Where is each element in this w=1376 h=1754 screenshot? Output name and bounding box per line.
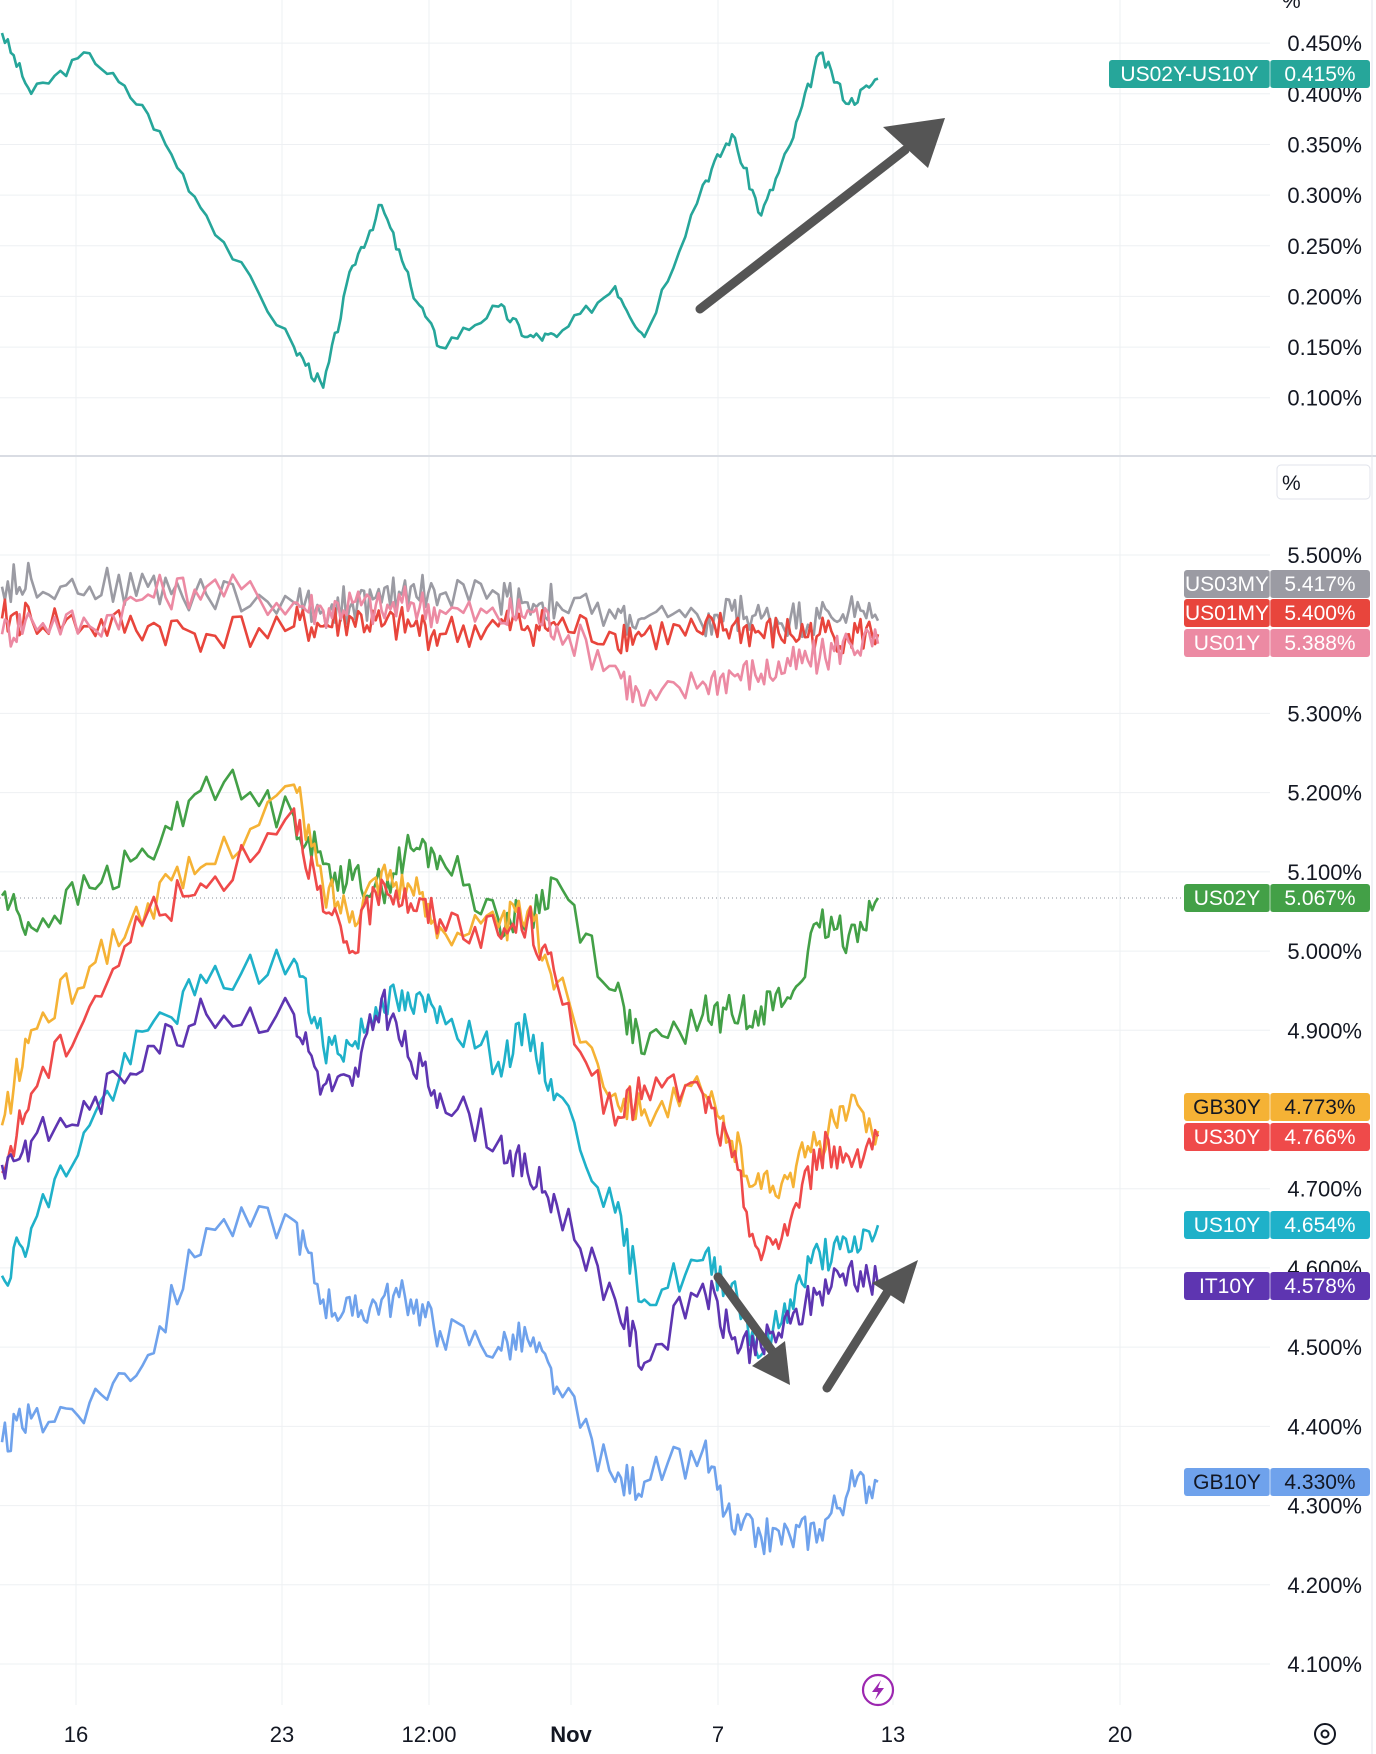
badge-gb30y: GB30Y 4.773%: [1184, 1093, 1370, 1121]
badge-value-bg: [1270, 599, 1370, 627]
badge-symbol-bg: [1184, 1123, 1270, 1151]
badge-symbol: GB30Y: [1193, 1096, 1261, 1119]
badge-value: 4.773%: [1284, 1096, 1355, 1119]
top-tick-label: 0.350%: [1287, 132, 1362, 157]
badge-it10y: IT10Y 4.578%: [1184, 1272, 1370, 1300]
badge-us02y-us10y: US02Y-US10Y 0.415%: [1109, 60, 1370, 88]
badge-value: 5.417%: [1284, 573, 1355, 596]
badge-symbol-bg: [1109, 60, 1270, 88]
badge-us30y: US30Y 4.766%: [1184, 1123, 1370, 1151]
badge-value-bg: [1270, 629, 1370, 657]
badge-symbol: US10Y: [1194, 1214, 1261, 1237]
badge-value-bg: [1270, 1093, 1370, 1121]
top-tick-label: 0.250%: [1287, 234, 1362, 259]
badge-symbol: IT10Y: [1199, 1275, 1255, 1298]
time-tick-label: 20: [1108, 1722, 1132, 1747]
badge-value-bg: [1270, 884, 1370, 912]
badge-symbol-bg: [1184, 1272, 1270, 1300]
top-unit-label: %: [1282, 0, 1301, 13]
badge-symbol-bg: [1184, 629, 1270, 657]
bottom-tick-label: 4.100%: [1287, 1652, 1362, 1677]
value-badges: US02Y-US10Y 0.415% US03MY 5.417% US01MY 5.400…: [1109, 60, 1370, 1496]
badge-us03my: US03MY 5.417%: [1184, 570, 1370, 598]
annotation-arrow-up-bottom[interactable]: [822, 1260, 918, 1393]
badge-symbol: US01Y: [1194, 632, 1261, 655]
badge-value: 4.578%: [1284, 1275, 1355, 1298]
time-tick-label: 13: [881, 1722, 905, 1747]
badge-symbol: US30Y: [1194, 1126, 1261, 1149]
badge-symbol: US02Y: [1194, 887, 1261, 910]
badge-value: 5.388%: [1284, 632, 1355, 655]
badge-symbol-bg: [1184, 1093, 1270, 1121]
annotation-arrow-down[interactable]: [713, 1272, 790, 1385]
bottom-tick-label: 4.400%: [1287, 1414, 1362, 1439]
bottom-tick-label: 5.100%: [1287, 860, 1362, 885]
time-tick-label: 16: [64, 1722, 88, 1747]
badge-us02y: US02Y 5.067%: [1184, 884, 1370, 912]
badge-symbol: GB10Y: [1193, 1471, 1261, 1494]
badge-symbol-bg: [1184, 884, 1270, 912]
badge-value-bg: [1270, 1272, 1370, 1300]
series-line-us02y[interactable]: [0, 768, 880, 1056]
badge-us10y: US10Y 4.654%: [1184, 1211, 1370, 1239]
badge-value: 4.654%: [1284, 1214, 1355, 1237]
bottom-tick-label: 5.000%: [1287, 939, 1362, 964]
badge-value-bg: [1270, 1211, 1370, 1239]
time-tick-label: 7: [712, 1722, 724, 1747]
series-line-us01my[interactable]: [0, 598, 880, 655]
series-line-gb30y[interactable]: [0, 783, 880, 1200]
time-tick-label: 23: [270, 1722, 294, 1747]
badge-symbol-bg: [1184, 1211, 1270, 1239]
badge-value-bg: [1270, 60, 1370, 88]
top-tick-label: 0.200%: [1287, 284, 1362, 309]
series-line-us02y-us10y[interactable]: [0, 32, 879, 389]
badge-value-bg: [1270, 1468, 1370, 1496]
bottom-tick-label: 5.200%: [1287, 781, 1362, 806]
time-scale[interactable]: 16 23 12:00 Nov 7 13 20: [64, 1722, 1132, 1747]
bottom-tick-label: 5.300%: [1287, 701, 1362, 726]
top-tick-label: 0.100%: [1287, 386, 1362, 411]
badge-value-bg: [1270, 570, 1370, 598]
bottom-tick-label: 4.700%: [1287, 1177, 1362, 1202]
bottom-tick-label: 4.900%: [1287, 1018, 1362, 1043]
series-line-it10y[interactable]: [0, 988, 880, 1371]
badge-symbol: US02Y-US10Y: [1120, 63, 1258, 86]
badge-symbol-bg: [1184, 599, 1270, 627]
series-line-gb10y[interactable]: [0, 1205, 879, 1556]
bottom-tick-label: 4.300%: [1287, 1494, 1362, 1519]
top-tick-label: 0.150%: [1287, 335, 1362, 360]
annotation-arrow-up-top[interactable]: [695, 118, 945, 314]
badge-symbol-bg: [1184, 570, 1270, 598]
badge-value: 4.330%: [1284, 1471, 1355, 1494]
badge-us01y: US01Y 5.388%: [1184, 629, 1370, 657]
time-tick-label: 12:00: [401, 1722, 456, 1747]
bottom-tick-label: 5.500%: [1287, 543, 1362, 568]
badge-us01my: US01MY 5.400%: [1184, 599, 1370, 627]
series-line-us01y[interactable]: [0, 573, 880, 707]
gear-icon[interactable]: [1314, 1723, 1336, 1745]
bottom-unit-box[interactable]: %: [1276, 464, 1371, 500]
badge-value-bg: [1270, 1123, 1370, 1151]
top-tick-label: 0.450%: [1287, 31, 1362, 56]
badge-value: 5.400%: [1284, 602, 1355, 625]
badge-value: 5.067%: [1284, 887, 1355, 910]
badge-symbol: US01MY: [1185, 602, 1269, 625]
bottom-tick-label: 4.200%: [1287, 1573, 1362, 1598]
badge-value: 0.415%: [1284, 63, 1355, 86]
badge-symbol: US03MY: [1185, 573, 1269, 596]
series-line-us30y[interactable]: [0, 807, 880, 1262]
badge-value: 4.766%: [1284, 1126, 1355, 1149]
top-tick-label: 0.300%: [1287, 183, 1362, 208]
badge-gb10y: GB10Y 4.330%: [1184, 1468, 1370, 1496]
bottom-tick-label: 4.500%: [1287, 1335, 1362, 1360]
badge-symbol-bg: [1184, 1468, 1270, 1496]
time-tick-label: Nov: [550, 1722, 592, 1747]
bottom-unit-label: %: [1282, 472, 1301, 495]
lightning-icon[interactable]: [861, 1673, 895, 1707]
